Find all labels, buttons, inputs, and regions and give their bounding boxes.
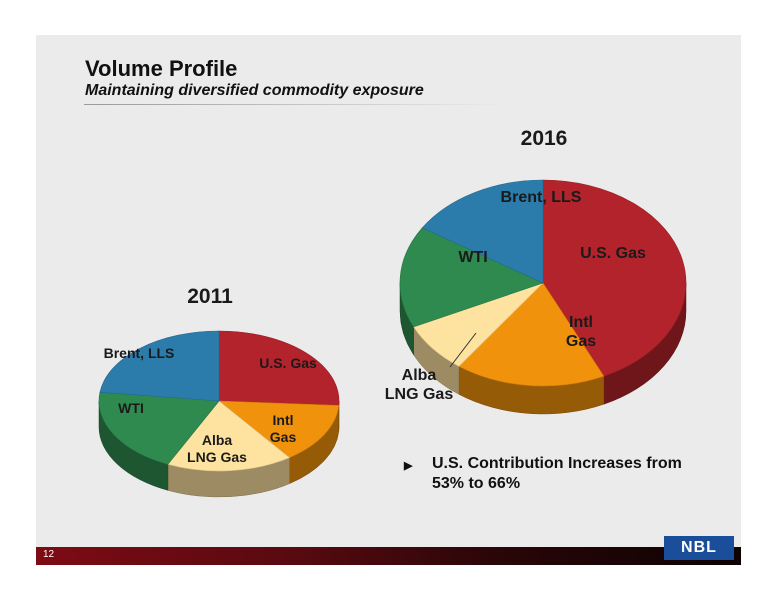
slice-label-wti: WTI (118, 400, 144, 416)
slice-label-intl-gas: Intl Gas (566, 314, 596, 350)
triangle-right-icon: ▶ (404, 460, 413, 472)
slice-brent-lls (99, 330, 220, 402)
slice-brent-lls (421, 179, 544, 284)
slice-label-wti: WTI (458, 249, 487, 266)
slice-label-alba-lng-gas: Alba LNG Gas (187, 432, 247, 465)
slice-label-intl-gas: Intl Gas (270, 412, 297, 445)
slice-label-brent-lls: Brent, LLS (501, 189, 582, 206)
title-divider (84, 104, 504, 105)
slice-alba-lng-gas (167, 400, 291, 472)
slice-label-brent-lls: Brent, LLS (104, 345, 175, 361)
page-subtitle: Maintaining diversified commodity exposu… (85, 82, 424, 99)
leader-line-alba (449, 332, 477, 368)
pie-chart-2016: U.S. Gas Intl Gas Alba LNG Gas WTI Brent, LLS (385, 179, 687, 415)
chart-title-2016: 2016 (521, 127, 568, 150)
slice-wti (399, 227, 544, 328)
slice-intl-gas (218, 400, 340, 458)
slice-label-us-gas: U.S. Gas (259, 355, 317, 371)
page-title: Volume Profile (85, 56, 238, 81)
slice-wti (98, 391, 220, 465)
slice-label-alba-lng-gas: Alba LNG Gas (385, 367, 454, 403)
slice-intl-gas (458, 282, 605, 387)
chart-title-2011: 2011 (187, 285, 233, 308)
pie-chart-2011: U.S. Gas Intl Gas Alba LNG Gas WTI Brent, LLS (98, 330, 340, 498)
page-number: 12 (43, 549, 55, 560)
footer-bar (36, 547, 741, 565)
slice-us-gas (542, 179, 687, 377)
slice-us-gas (218, 330, 340, 406)
bullet-text: U.S. Contribution Increases from 53% to … (432, 455, 682, 492)
slide: Volume Profile Maintaining diversified c… (36, 35, 741, 565)
slice-label-us-gas: U.S. Gas (580, 245, 646, 262)
company-logo: NBL (664, 536, 734, 560)
